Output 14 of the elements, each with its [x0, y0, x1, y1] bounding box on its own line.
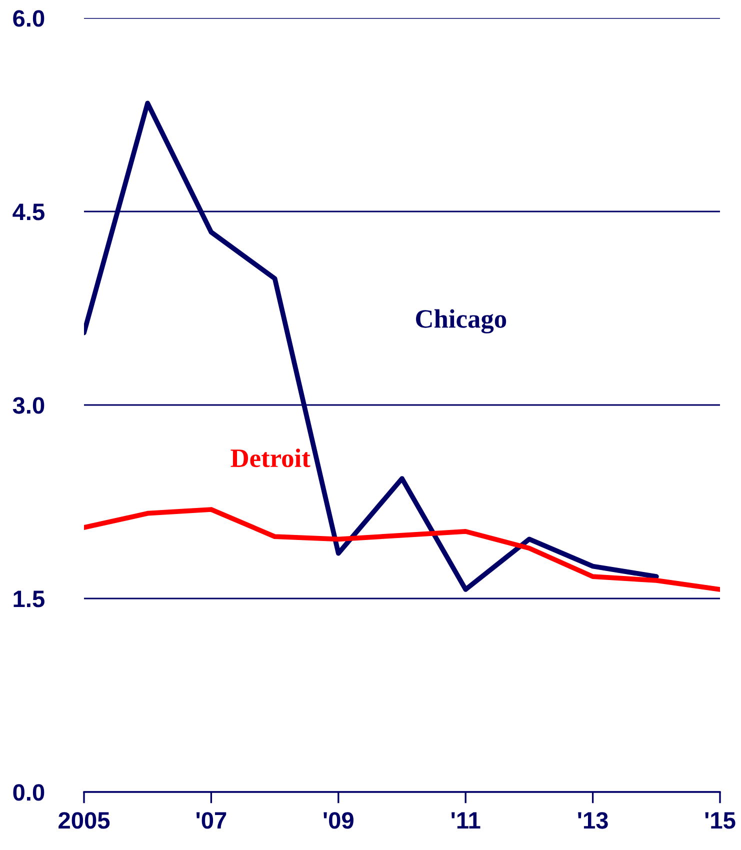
series-label: Detroit — [230, 448, 310, 468]
x-tick-label: '15 — [705, 812, 736, 829]
x-tick-label: '07 — [196, 812, 226, 829]
text: Chicago — [416, 309, 506, 334]
x-tick-label: 2005 — [58, 812, 110, 829]
y-tick-label: 0.0 — [13, 784, 44, 801]
x-tick-label: '11 — [452, 812, 480, 829]
line-series — [84, 507, 720, 592]
y-tick-label: 6.0 — [13, 10, 44, 27]
y-tick-label: 3.0 — [12, 397, 44, 414]
y-tick-label: 1.5 — [14, 590, 44, 608]
y-tick-label: 4.5 — [12, 204, 44, 220]
x-tick-label: '13 — [578, 812, 608, 829]
x-tick-label: '09 — [324, 812, 354, 829]
